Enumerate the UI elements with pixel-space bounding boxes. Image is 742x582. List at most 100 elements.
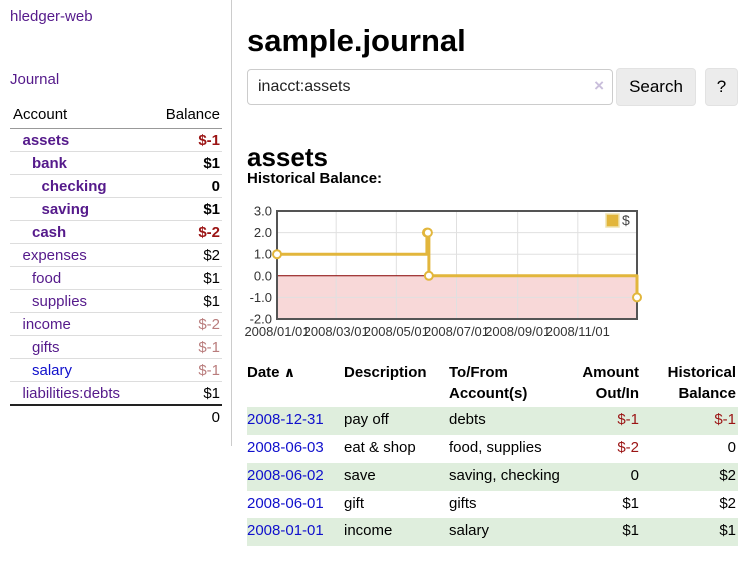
transaction-amount: $-2 <box>617 439 639 457</box>
account-balance: $-2 <box>148 312 222 336</box>
transaction-balance: 0 <box>727 439 736 457</box>
svg-text:3.0: 3.0 <box>254 204 272 219</box>
total-balance: 0 <box>148 404 222 428</box>
svg-text:0.0: 0.0 <box>254 268 272 283</box>
account-link[interactable]: food <box>32 270 62 287</box>
sort-ascending-icon: ∧ <box>283 364 296 380</box>
account-link[interactable]: bank <box>32 155 68 172</box>
amount-column-header: Amount Out/In <box>582 364 639 402</box>
transaction-balance: $2 <box>719 494 736 512</box>
account-balance: $-1 <box>148 335 222 359</box>
account-balance: $-2 <box>148 220 222 244</box>
svg-text:2008/05/01: 2008/05/01 <box>364 324 429 339</box>
svg-text:-2.0: -2.0 <box>250 312 272 327</box>
transaction-date-link[interactable]: 2008-06-02 <box>247 466 324 484</box>
transaction-row: 2008-06-02 save saving, checking 0 $2 <box>247 462 738 491</box>
account-table-header: Account Balance <box>10 102 222 129</box>
transaction-row: 2008-06-03 eat & shop food, supplies $-2 0 <box>247 435 738 463</box>
balance-column-header-main: Historical Balance <box>667 364 736 402</box>
svg-text:2008/09/01: 2008/09/01 <box>485 324 550 339</box>
transaction-amount: $1 <box>622 522 639 540</box>
account-balance: $1 <box>148 266 222 290</box>
account-link[interactable]: expenses <box>22 247 87 264</box>
transaction-description: gift <box>344 494 365 512</box>
description-column-header: Description <box>344 364 427 381</box>
account-link[interactable]: gifts <box>32 339 60 356</box>
register-table: Date ∧ Description To/From Account(s) Am… <box>247 361 738 547</box>
account-link[interactable]: liabilities:debts <box>22 385 121 402</box>
account-column-header: Account <box>10 102 149 129</box>
account-row: bank $1 <box>10 151 222 175</box>
transaction-amount: $1 <box>622 494 639 512</box>
transaction-accounts: gifts <box>449 494 477 512</box>
svg-text:2008/01/01: 2008/01/01 <box>244 324 309 339</box>
account-balance: $1 <box>148 289 222 313</box>
account-row: cash $-2 <box>10 220 222 244</box>
historical-balance-chart: 3.0 2.0 1.0 0.0 -1.0 -2.02008/01/012008/03/01… <box>244 204 642 339</box>
account-row: income $-2 <box>10 312 222 336</box>
transaction-accounts: salary <box>449 522 490 540</box>
register-table-body: 2008-12-31 pay off debts $-1 $-1 2008-06-03 ea… <box>247 407 738 547</box>
transaction-balance: $1 <box>719 522 736 540</box>
transaction-amount: $-1 <box>617 411 639 429</box>
clear-search-icon[interactable]: × <box>594 76 604 95</box>
account-link[interactable]: cash <box>32 224 67 241</box>
search-bar: × <box>247 69 613 105</box>
transaction-date-link[interactable]: 2008-12-31 <box>247 411 324 429</box>
svg-text:$: $ <box>622 212 630 228</box>
account-row: expenses $2 <box>10 243 222 267</box>
account-row: checking 0 <box>10 174 222 198</box>
help-button[interactable]: ? <box>705 68 738 106</box>
transaction-date-link[interactable]: 2008-06-01 <box>247 494 324 512</box>
account-link[interactable]: assets <box>22 132 70 149</box>
app-title-link[interactable]: hledger-web <box>10 8 93 25</box>
transaction-description: save <box>344 466 376 484</box>
date-column-header[interactable]: Date ∧ <box>247 364 296 381</box>
transaction-amount: 0 <box>630 466 639 484</box>
transaction-row: 2008-06-01 gift gifts $1 $2 <box>247 491 738 519</box>
account-balance-table: Account Balance assets $-1 bank $1 checking 0… <box>10 102 222 428</box>
chart-title: Historical Balance: <box>247 170 383 187</box>
total-row: 0 <box>10 404 222 428</box>
register-header-row: Date ∧ Description To/From Account(s) Am… <box>247 361 738 407</box>
search-button[interactable]: Search <box>616 68 696 106</box>
search-input[interactable] <box>247 69 613 105</box>
svg-text:2.0: 2.0 <box>254 225 272 240</box>
account-row: gifts $-1 <box>10 335 222 359</box>
svg-text:2008/03/01: 2008/03/01 <box>304 324 369 339</box>
transaction-description: income <box>344 522 393 540</box>
svg-text:-1.0: -1.0 <box>250 290 272 305</box>
account-link[interactable]: supplies <box>32 293 88 310</box>
transaction-row: 2008-12-31 pay off debts $-1 $-1 <box>247 407 738 436</box>
transaction-accounts: debts <box>449 411 486 429</box>
account-link[interactable]: salary <box>32 362 73 379</box>
transaction-balance: $-1 <box>714 411 736 429</box>
accounts-column-header: To/From Account(s) <box>449 364 528 402</box>
transaction-date-link[interactable]: 2008-01-01 <box>247 522 324 540</box>
account-heading: assets <box>247 141 328 172</box>
transaction-description: eat & shop <box>344 439 416 457</box>
account-balance: $-1 <box>148 358 222 382</box>
transaction-description: pay off <box>344 411 389 429</box>
account-balance: $1 <box>148 381 222 406</box>
page-title: sample.journal <box>247 22 466 58</box>
account-balance: $1 <box>148 151 222 175</box>
account-row: food $1 <box>10 266 222 290</box>
account-balance: $-1 <box>148 128 222 152</box>
account-balance: 0 <box>148 174 222 198</box>
transaction-balance: $2 <box>719 466 736 484</box>
account-row: supplies $1 <box>10 289 222 313</box>
account-link[interactable]: checking <box>41 178 107 195</box>
svg-text:2008/11/01: 2008/11/01 <box>546 324 610 339</box>
account-row: saving $1 <box>10 197 222 221</box>
account-row: salary $-1 <box>10 358 222 382</box>
svg-text:1.0: 1.0 <box>254 247 272 262</box>
sidebar-item-journal[interactable]: Journal <box>10 71 60 88</box>
account-balance: $1 <box>148 197 222 221</box>
account-row: liabilities:debts $1 <box>10 381 222 406</box>
account-link[interactable]: income <box>22 316 71 333</box>
transaction-accounts: food, supplies <box>449 439 542 457</box>
account-table-body: assets $-1 bank $1 checking 0 saving $1 cash $-2 e… <box>10 128 222 428</box>
transaction-date-link[interactable]: 2008-06-03 <box>247 439 324 457</box>
account-link[interactable]: saving <box>41 201 90 218</box>
